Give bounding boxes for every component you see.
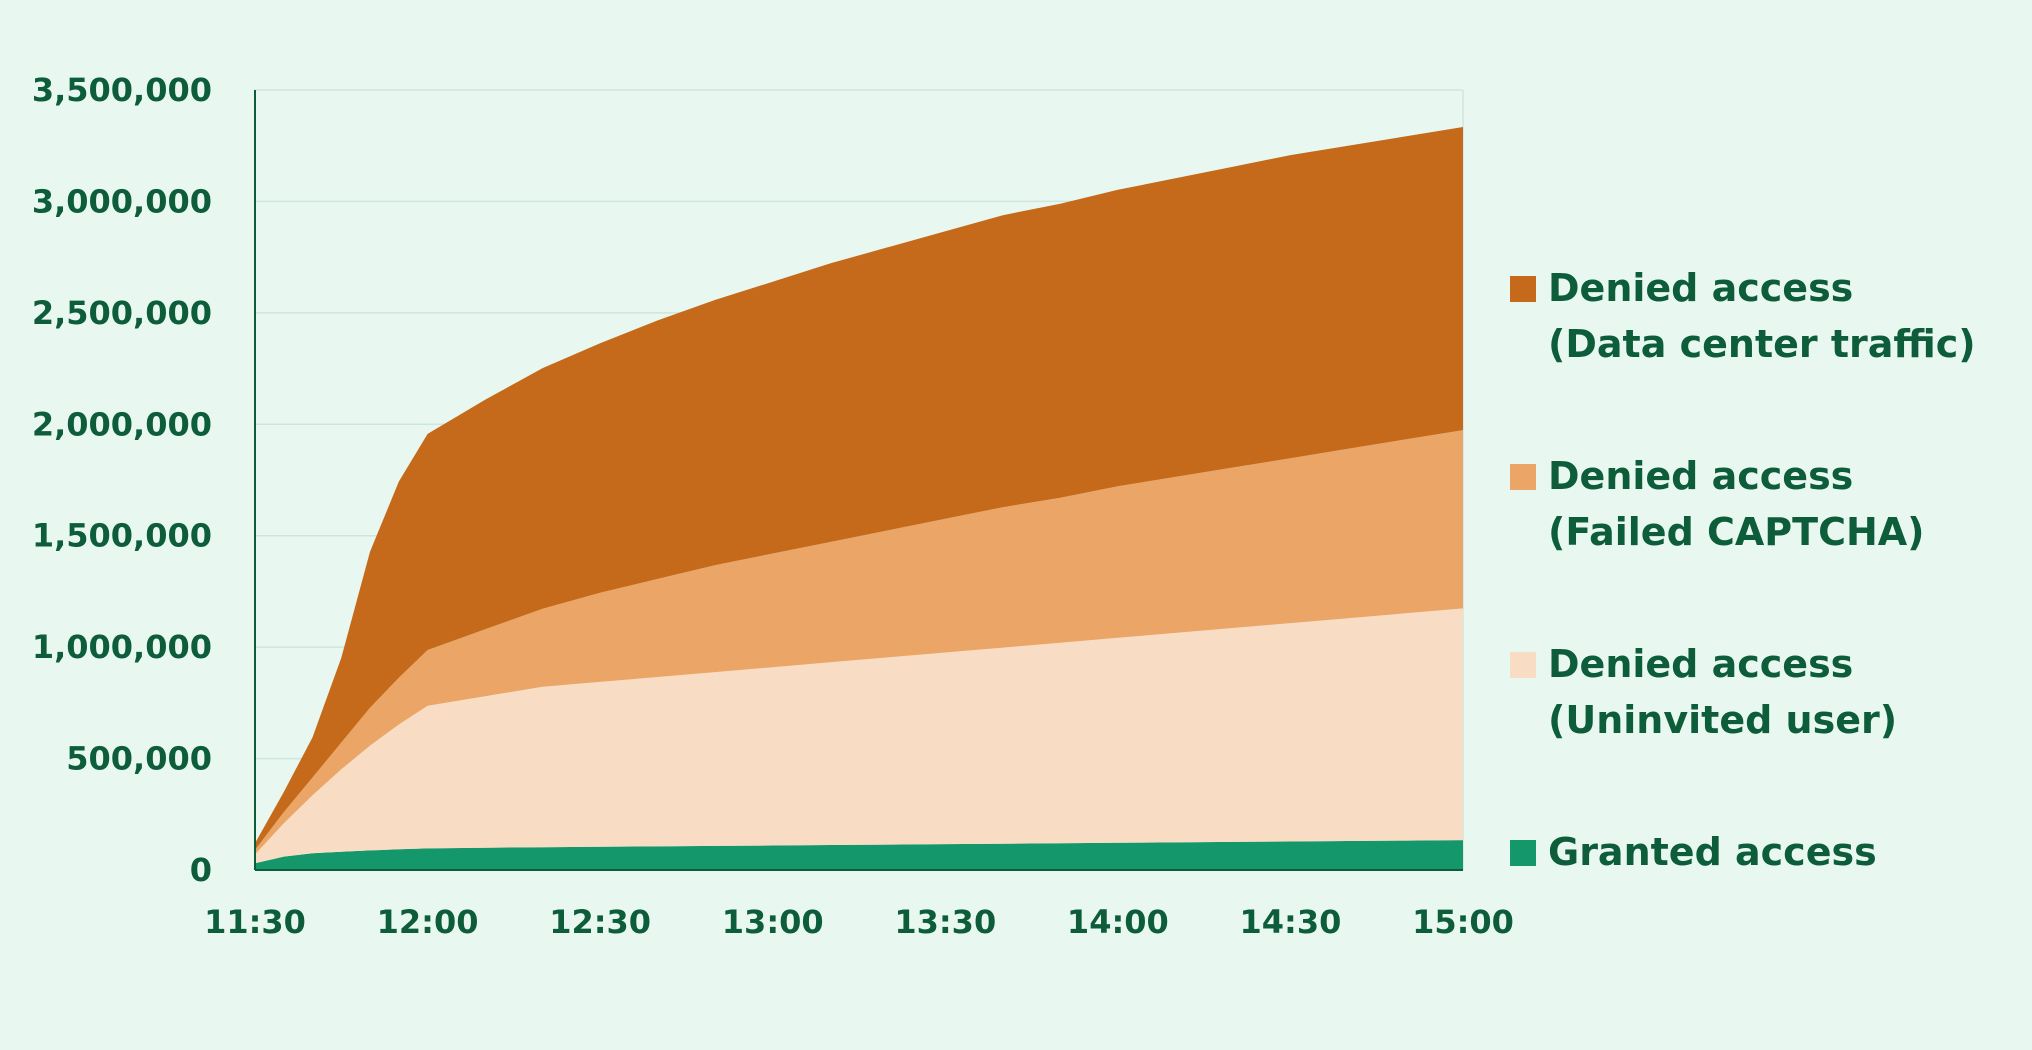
legend-swatch bbox=[1510, 652, 1536, 678]
y-tick-label: 0 bbox=[190, 851, 212, 889]
x-tick-label: 12:30 bbox=[549, 903, 651, 941]
x-tick-label: 13:00 bbox=[722, 903, 824, 941]
area-series-3 bbox=[255, 127, 1463, 850]
legend-label: Granted access bbox=[1548, 830, 1877, 874]
legend-swatch bbox=[1510, 276, 1536, 302]
axes bbox=[254, 90, 1463, 871]
legend-label: Denied access (Data center traffic) bbox=[1548, 266, 1976, 366]
legend-label: Denied access (Uninvited user) bbox=[1548, 642, 1898, 742]
legend-item: Denied access (Uninvited user) bbox=[1510, 616, 2010, 804]
y-tick-label: 2,500,000 bbox=[32, 294, 212, 332]
x-tick-label: 15:00 bbox=[1412, 903, 1514, 941]
area-series-1 bbox=[255, 608, 1463, 864]
x-axis-tick-labels: 11:30 12:00 12:30 13:00 13:30 14:00 14:30 15:00 bbox=[204, 903, 1514, 941]
legend-item: Granted access bbox=[1510, 804, 2010, 992]
y-tick-label: 3,500,000 bbox=[32, 71, 212, 109]
area-series bbox=[255, 127, 1463, 870]
x-tick-label: 11:30 bbox=[204, 903, 306, 941]
legend-item: Denied access (Failed CAPTCHA) bbox=[1510, 428, 2010, 616]
x-tick-label: 13:30 bbox=[894, 903, 996, 941]
y-tick-label: 1,000,000 bbox=[32, 628, 212, 666]
y-tick-label: 500,000 bbox=[66, 740, 212, 778]
y-tick-label: 2,000,000 bbox=[32, 405, 212, 443]
area-series-0 bbox=[255, 840, 1463, 870]
y-axis-tick-labels: 0 500,000 1,000,000 1,500,000 2,000,000 2,500… bbox=[32, 71, 212, 889]
x-tick-label: 14:30 bbox=[1239, 903, 1341, 941]
legend: Denied access (Data center traffic) Denie… bbox=[1510, 240, 2010, 992]
x-tick-label: 12:00 bbox=[377, 903, 479, 941]
area-series-2 bbox=[255, 430, 1463, 855]
legend-label: Denied access (Failed CAPTCHA) bbox=[1548, 454, 1925, 554]
x-tick-label: 14:00 bbox=[1067, 903, 1169, 941]
y-tick-label: 1,500,000 bbox=[32, 517, 212, 555]
y-tick-label: 3,000,000 bbox=[32, 182, 212, 220]
legend-swatch bbox=[1510, 464, 1536, 490]
legend-item: Denied access (Data center traffic) bbox=[1510, 240, 2010, 428]
legend-swatch bbox=[1510, 840, 1536, 866]
